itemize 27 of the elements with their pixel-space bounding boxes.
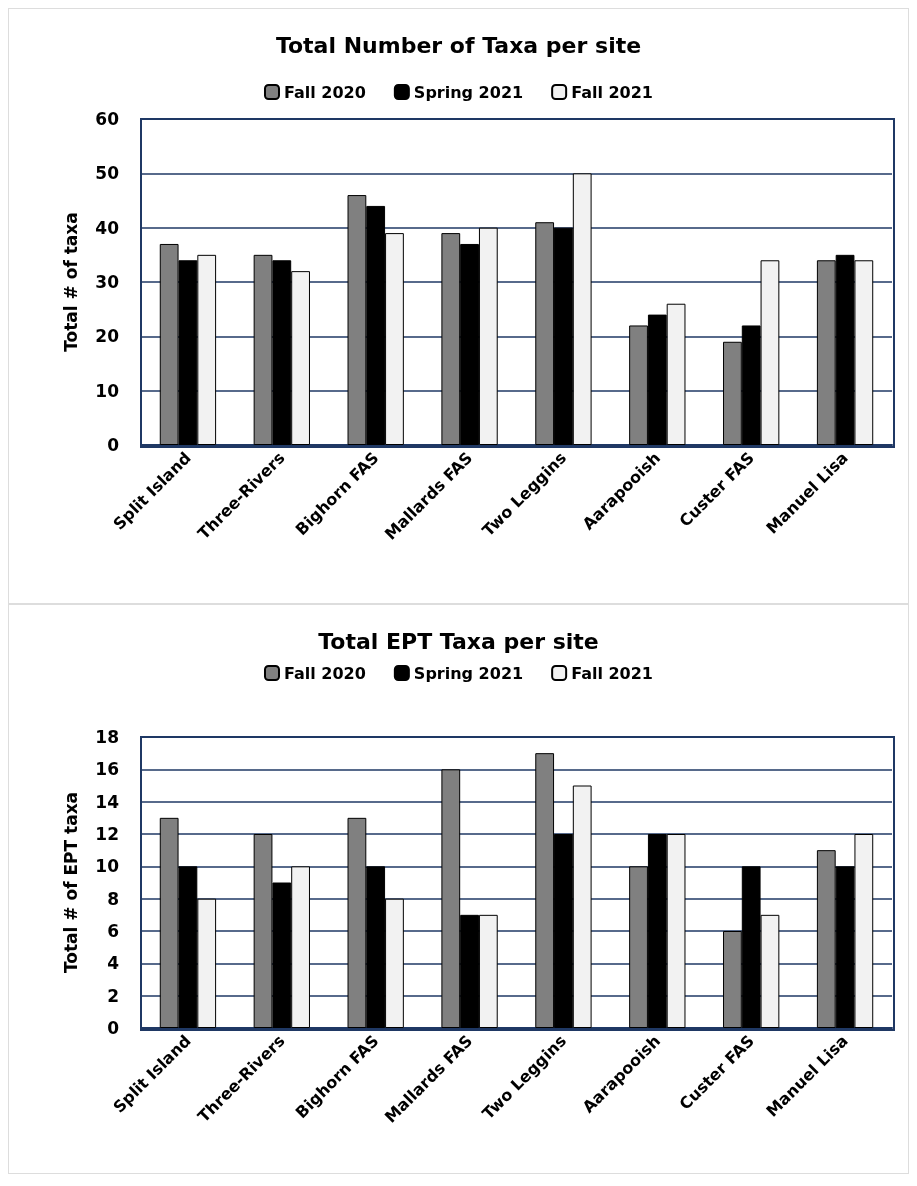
legend-label: Fall 2021	[571, 82, 654, 102]
y-tick-label: 6	[107, 921, 119, 941]
chart-title: Total Number of Taxa per site	[275, 32, 642, 58]
y-tick-label: 2	[107, 985, 119, 1006]
y-tick-label: 18	[95, 727, 119, 747]
y-tick-label: 8	[107, 888, 119, 909]
y-tick-label: 10	[95, 380, 120, 401]
y-tick-label: 30	[95, 272, 120, 292]
y-tick-label: 14	[95, 791, 120, 812]
y-tick-label: 16	[95, 759, 119, 780]
legend-label: Fall 2021	[571, 663, 654, 683]
legend-label: Spring 2021	[413, 82, 524, 102]
y-tick-label: 50	[95, 163, 120, 184]
y-tick-label: 4	[107, 953, 120, 974]
legend-label: Fall 2020	[283, 82, 366, 102]
legend-label: Fall 2020	[283, 663, 366, 683]
y-tick-label: 0	[107, 1018, 120, 1038]
chart-title: Total EPT Taxa per site	[318, 628, 599, 654]
y-tick-label: 10	[95, 856, 120, 877]
y-tick-label: 20	[95, 326, 120, 347]
y-axis-title: Total # of taxa	[60, 212, 81, 352]
y-axis-title: Total # of EPT taxa	[60, 791, 81, 974]
y-tick-label: 12	[95, 824, 119, 844]
y-tick-label: 40	[95, 217, 120, 238]
y-tick-label: 60	[95, 109, 120, 129]
legend-label: Spring 2021	[413, 663, 524, 683]
y-tick-label: 0	[107, 435, 120, 455]
